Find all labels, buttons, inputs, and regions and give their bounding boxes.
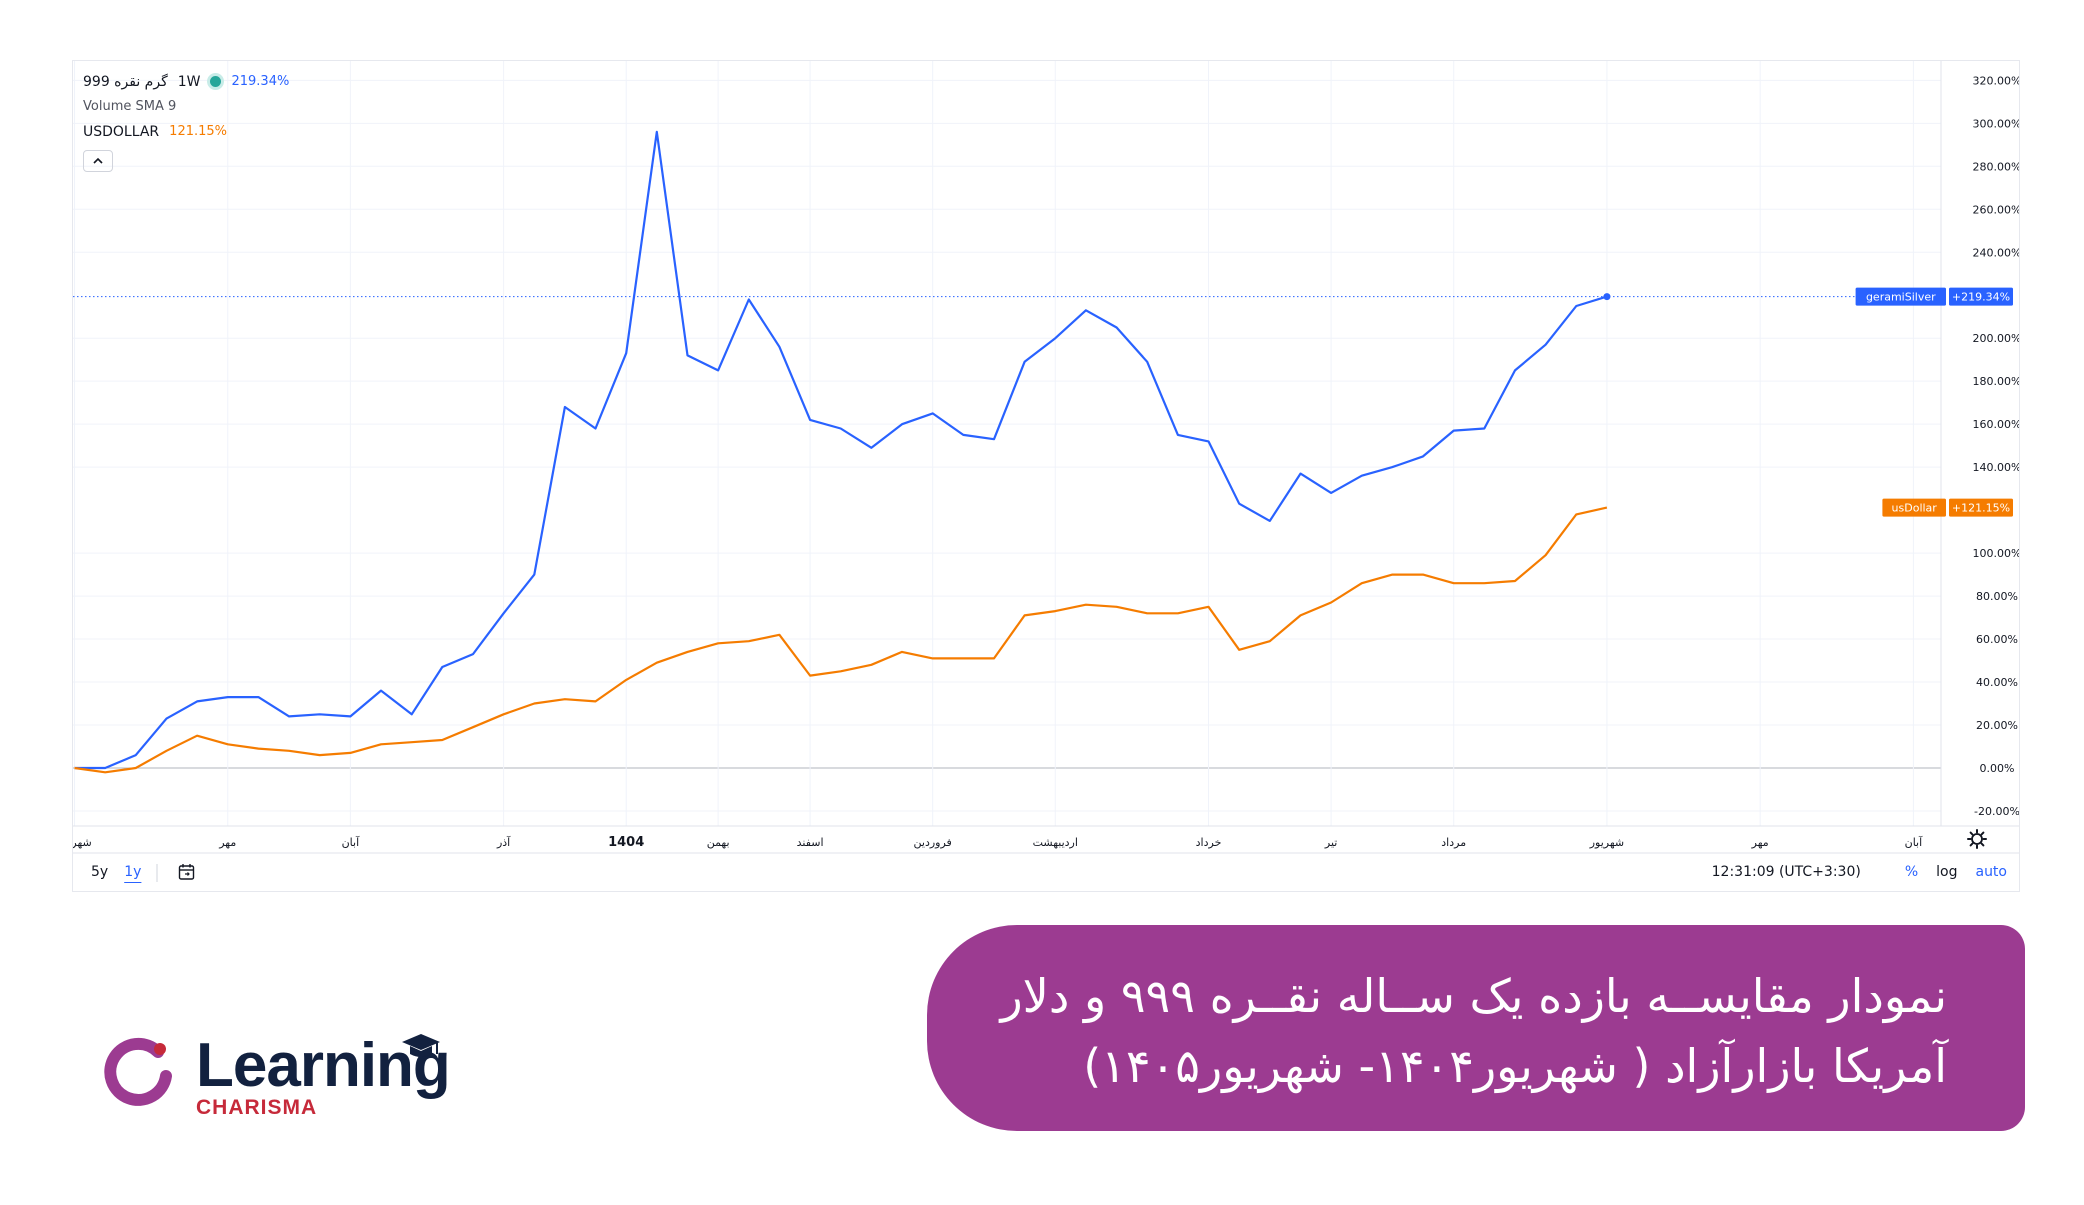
calendar-range-icon <box>179 864 195 880</box>
x-tick-label: بهمن <box>707 836 730 849</box>
chart-svg: 320.00% 300.00% 280.00% 260.00% 240.00% 200.0… <box>73 61 2019 882</box>
y-tick-label: 0.00% <box>1980 762 2015 775</box>
series-name-badge-label: geramiSilver <box>1866 291 1936 304</box>
y-tick-label: 200.00% <box>1973 332 2019 345</box>
x-tick-label: آذر <box>496 835 511 849</box>
chart-legend: گرم نقره 999 1W 219.34% Volume SMA 9 USD… <box>83 69 289 172</box>
title-banner: نمودار مقایســه بازده یک ســاله نقــره ۹… <box>927 925 2025 1131</box>
log-scale-toggle[interactable]: log <box>1936 864 1958 880</box>
y-tick-label: 100.00% <box>1973 547 2019 560</box>
x-tick-label: خرداد <box>1196 836 1222 849</box>
series-layer <box>73 130 1941 774</box>
x-tick-label: شهریور <box>1589 836 1624 849</box>
legend-volume-row[interactable]: Volume SMA 9 <box>83 94 289 119</box>
series-value-badge-label: +219.34% <box>1952 291 2010 304</box>
legend-main-row[interactable]: گرم نقره 999 1W 219.34% <box>83 69 289 94</box>
banner-text: نمودار مقایســه بازده یک ســاله نقــره ۹… <box>987 961 1947 1101</box>
x-tick-label: فروردین <box>914 836 952 849</box>
y-tick-label: 260.00% <box>1973 203 2019 216</box>
x-tick-label: شهریور <box>73 836 92 849</box>
y-axis: 320.00% 300.00% 280.00% 260.00% 240.00% 200.0… <box>1973 74 2019 818</box>
date-range-button[interactable] <box>177 862 197 882</box>
logo-subtitle: CHARISMA <box>196 1096 318 1119</box>
collapse-legend-button[interactable] <box>83 150 113 172</box>
x-tick-label: مهر <box>218 836 236 849</box>
gear-icon[interactable] <box>1967 829 1987 849</box>
last-point-marker <box>1603 293 1611 301</box>
y-tick-label: -20.00% <box>1974 805 2019 818</box>
x-tick-label: اسفند <box>797 836 824 849</box>
x-tick-label: تیر <box>1324 836 1337 849</box>
range-5y-button[interactable]: 5y <box>91 864 109 880</box>
percent-scale-toggle[interactable]: % <box>1904 864 1919 880</box>
x-tick-label: مرداد <box>1441 836 1466 849</box>
legend-compare-change: 121.15% <box>169 124 228 139</box>
x-tick-label: 1404 <box>608 835 644 850</box>
series-value-badge <box>1949 498 2013 517</box>
legend-compare-symbol: USDOLLAR <box>83 123 160 140</box>
legend-volume: Volume SMA 9 <box>83 99 177 114</box>
y-tick-label: 20.00% <box>1976 719 2018 732</box>
price-badges: geramiSilver +219.34% usDollar +121.15% <box>1855 287 2013 517</box>
logo-ring-icon <box>104 1037 172 1106</box>
y-tick-label: 160.00% <box>1973 418 2019 431</box>
legend-interval: 1W <box>177 73 201 90</box>
y-tick-label: 240.00% <box>1973 246 2019 259</box>
y-tick-label: 60.00% <box>1976 633 2018 646</box>
x-tick-label: آبان <box>342 835 360 849</box>
x-tick-label: آبان <box>1905 835 1923 849</box>
range-1y-button[interactable]: 1y <box>124 864 142 880</box>
y-tick-label: 40.00% <box>1976 676 2018 689</box>
legend-compare-row[interactable]: USDOLLAR 121.15% <box>83 119 289 144</box>
learning-charisma-logo: Learning CHARISMA <box>100 1030 460 1150</box>
series-value-badge-label: +121.15% <box>1952 502 2010 515</box>
series-name-badge <box>1882 498 1946 517</box>
y-tick-label: 280.00% <box>1973 160 2019 173</box>
chart-frame: 320.00% 300.00% 280.00% 260.00% 240.00% 200.0… <box>72 60 2020 892</box>
market-status-icon <box>210 76 222 87</box>
series-name-badge <box>1855 287 1946 306</box>
y-tick-label: 320.00% <box>1973 74 2019 87</box>
chart-bottom-right: 12:31:09 (UTC+3:30) % log auto <box>1712 853 2007 891</box>
legend-symbol: گرم نقره 999 <box>83 73 168 90</box>
legend-symbol-change: 219.34% <box>231 74 290 89</box>
chart-bottom-bar: 5y 1y 12:31:09 (UTC+3:30) % log auto <box>73 853 2019 891</box>
y-tick-label: 140.00% <box>1973 461 2019 474</box>
auto-scale-toggle[interactable]: auto <box>1975 864 2007 880</box>
x-tick-label: اردیبهشت <box>1033 836 1078 849</box>
graduation-cap-icon <box>402 1034 440 1057</box>
series-line-geramiSilver <box>74 130 1608 770</box>
chart-time: 12:31:09 (UTC+3:30) <box>1711 864 1861 880</box>
series-name-badge-label: usDollar <box>1892 502 1938 515</box>
series-line-usDollar <box>74 506 1608 774</box>
chevron-up-icon <box>93 157 103 164</box>
series-value-badge <box>1949 287 2013 306</box>
y-tick-label: 180.00% <box>1973 375 2019 388</box>
x-tick-label: مهر <box>1751 836 1769 849</box>
grid <box>73 61 1941 826</box>
y-tick-label: 80.00% <box>1976 590 2018 603</box>
x-axis: شهریور مهر آبان آذر 1404 بهمن اسفند فروردین اردی… <box>73 835 1923 850</box>
banner-line-1: نمودار مقایســه بازده یک ســاله نقــره ۹… <box>1000 969 1947 1023</box>
banner-line-2: آمریکا بازارآزاد ( شهریور۱۴۰۴- شهریور۱۴۰… <box>1083 1039 1947 1093</box>
y-tick-label: 300.00% <box>1973 117 2019 130</box>
